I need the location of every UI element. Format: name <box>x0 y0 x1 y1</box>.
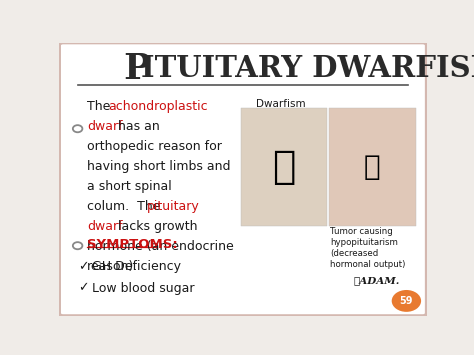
Text: achondroplastic: achondroplastic <box>108 100 208 113</box>
Text: hormone (an endocrine: hormone (an endocrine <box>87 240 234 253</box>
FancyBboxPatch shape <box>329 108 416 226</box>
Text: 59: 59 <box>400 296 413 306</box>
Text: Dwarfism: Dwarfism <box>256 99 305 109</box>
Text: 🧒: 🧒 <box>273 148 296 186</box>
FancyBboxPatch shape <box>59 43 427 316</box>
Text: reason).: reason). <box>87 260 138 273</box>
Text: ★ADAM.: ★ADAM. <box>353 276 400 285</box>
FancyBboxPatch shape <box>241 108 328 226</box>
Text: orthopedic reason for: orthopedic reason for <box>87 140 222 153</box>
Text: pituitary: pituitary <box>147 200 200 213</box>
Text: Tumor causing
hypopituitarism
(decreased
hormonal output): Tumor causing hypopituitarism (decreased… <box>330 227 406 269</box>
Text: dwarf: dwarf <box>87 120 122 133</box>
Text: colum.  The: colum. The <box>87 200 164 213</box>
Text: ✓: ✓ <box>78 260 88 273</box>
Text: has an: has an <box>114 120 160 133</box>
Text: ✓: ✓ <box>78 282 88 295</box>
Text: a short spinal: a short spinal <box>87 180 172 193</box>
Text: GH Deficiency: GH Deficiency <box>92 260 182 273</box>
Text: having short limbs and: having short limbs and <box>87 160 230 173</box>
Circle shape <box>392 290 421 312</box>
Text: dwarf: dwarf <box>87 220 122 233</box>
Text: Low blood sugar: Low blood sugar <box>92 282 195 295</box>
Text: P: P <box>124 51 151 86</box>
Text: lacks growth: lacks growth <box>114 220 198 233</box>
Text: SYMPTOMS:: SYMPTOMS: <box>87 237 178 251</box>
Text: ITUITARY DWARFISM: ITUITARY DWARFISM <box>141 54 474 83</box>
Text: 🧠: 🧠 <box>364 153 381 181</box>
Text: The: The <box>87 100 114 113</box>
